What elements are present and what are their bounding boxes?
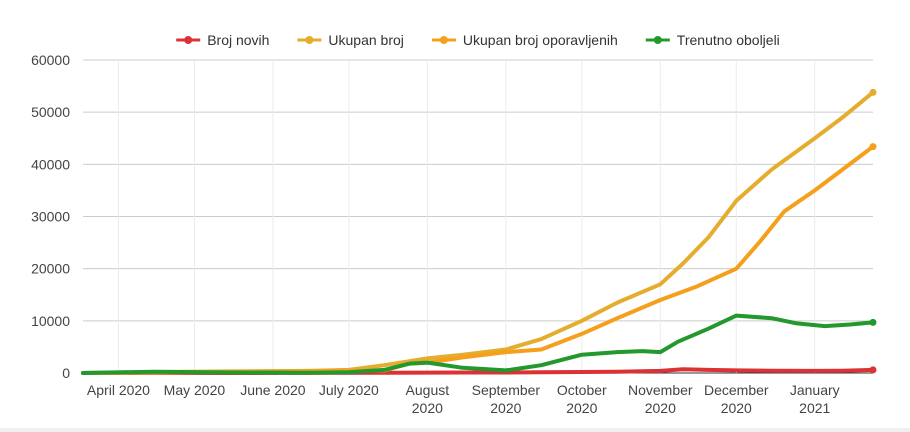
x-tick-label: October 2020 <box>557 382 607 416</box>
legend-marker <box>305 36 314 44</box>
series-line[interactable] <box>81 144 875 375</box>
series-endpoint <box>869 366 877 374</box>
legend-item[interactable]: Ukupan broj <box>297 32 404 48</box>
series-line[interactable] <box>81 90 875 375</box>
x-tick-label: December 2020 <box>704 382 769 416</box>
series-endpoint <box>869 143 877 151</box>
x-tick-label: September 2020 <box>472 382 541 416</box>
x-tick-label: May 2020 <box>164 382 226 398</box>
y-tick-label: 0 <box>62 365 70 381</box>
x-tick-label: August 2020 <box>406 382 450 416</box>
y-tick-label: 20000 <box>31 261 70 277</box>
legend-item[interactable]: Ukupan broj oporavljenih <box>431 32 618 48</box>
y-axis-ticks: 0 10000 20000 30000 40000 50000 60000 <box>31 52 70 381</box>
x-tick-label: July 2020 <box>319 382 379 398</box>
legend-label: Trenutno oboljeli <box>677 32 780 48</box>
series-line[interactable] <box>81 313 875 375</box>
y-tick-label: 40000 <box>31 156 70 172</box>
legend[interactable]: Broj novih Ukupan broj Ukupan broj oporavl… <box>176 32 780 48</box>
x-axis-ticks: April 2020 May 2020 June 2020 July 2020 Augu… <box>87 382 840 416</box>
legend-item[interactable]: Broj novih <box>176 32 269 48</box>
y-tick-label: 30000 <box>31 209 70 225</box>
grid <box>83 59 873 374</box>
y-tick-label: 10000 <box>31 313 70 329</box>
x-tick-label: June 2020 <box>240 382 306 398</box>
x-tick-label: January 2021 <box>790 382 840 416</box>
series-endpoint <box>869 318 877 326</box>
legend-item[interactable]: Trenutno oboljeli <box>645 32 780 48</box>
legend-marker <box>184 36 193 44</box>
legend-label: Ukupan broj <box>328 32 404 48</box>
legend-marker <box>439 36 448 44</box>
x-tick-label: April 2020 <box>87 382 150 398</box>
legend-marker <box>653 36 662 44</box>
y-tick-label: 50000 <box>31 104 70 120</box>
series-lines <box>81 88 877 375</box>
legend-label: Broj novih <box>207 32 269 48</box>
series-endpoint <box>869 88 877 96</box>
legend-label: Ukupan broj oporavljenih <box>463 32 618 48</box>
x-tick-label: November 2020 <box>628 382 693 416</box>
y-tick-label: 60000 <box>31 52 70 68</box>
